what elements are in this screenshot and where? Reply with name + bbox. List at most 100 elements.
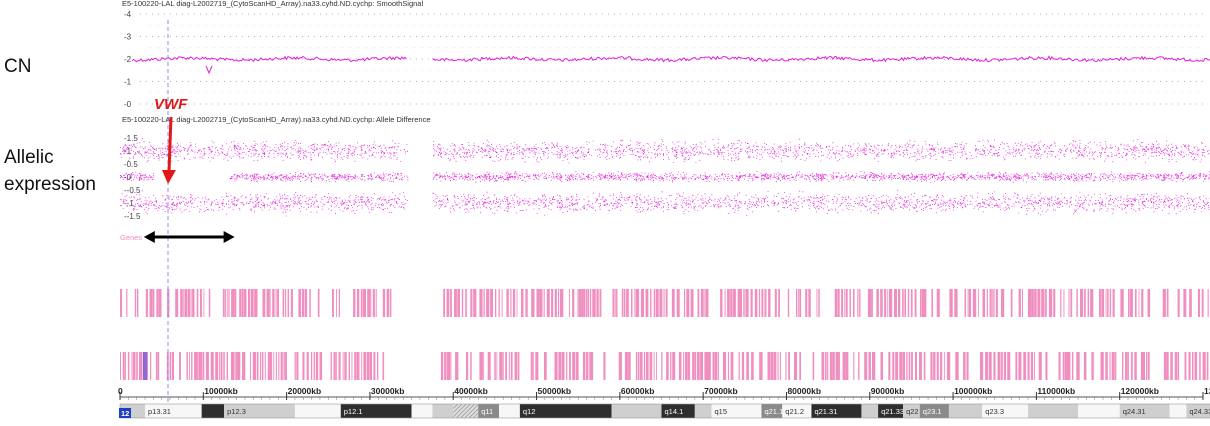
axis-tick-label: 90000kb bbox=[871, 386, 905, 396]
band-label: q15 bbox=[714, 407, 727, 416]
axis-tick-label: 100000kb bbox=[954, 386, 992, 396]
axis-tick-label: 10000kb bbox=[204, 386, 238, 396]
band-label: q24.33 bbox=[1189, 407, 1210, 416]
allele-y-tick-label: --0.5 bbox=[124, 186, 141, 195]
allele-difference-points bbox=[120, 138, 1210, 217]
gene-track-lower-marks bbox=[120, 352, 1209, 380]
band-q21.1 bbox=[761, 404, 783, 418]
band-p12.3 bbox=[224, 404, 295, 418]
band-q21.31 bbox=[811, 404, 862, 418]
cn-y-tick-label: -4 bbox=[124, 10, 132, 19]
cn-signal-segment-2 bbox=[432, 55, 1210, 63]
cn-y-tick-label: -1 bbox=[124, 78, 132, 87]
allele-band-1 bbox=[120, 171, 1210, 183]
axis-tick-label: 120000kb bbox=[1121, 386, 1159, 396]
gene-track-lower bbox=[120, 352, 1209, 380]
deletion-arrow-left-head bbox=[143, 231, 155, 243]
band-label: p12.3 bbox=[227, 407, 246, 416]
chromosome-badge bbox=[119, 408, 131, 418]
band-label: q24.31 bbox=[1123, 407, 1146, 416]
band-q22 bbox=[903, 404, 920, 418]
band-label: q11 bbox=[481, 407, 493, 416]
band-q14.1 bbox=[661, 404, 695, 418]
band-label: q21.31 bbox=[814, 407, 837, 416]
band-label: q23.1 bbox=[923, 407, 942, 416]
band-p12.1 bbox=[340, 404, 412, 418]
allele-y-tick-label: -1 bbox=[124, 147, 132, 156]
axis-tick-label: 40000kb bbox=[454, 386, 488, 396]
band-unlabeled bbox=[294, 404, 341, 418]
axis-tick-label: 0 bbox=[118, 386, 123, 396]
cn-y-tick-label: -3 bbox=[124, 33, 132, 42]
band-unlabeled bbox=[1078, 404, 1120, 418]
band-unlabeled bbox=[411, 404, 433, 418]
gene-track-upper-marks bbox=[120, 289, 1209, 317]
allele-y-tick-label: -0.5 bbox=[124, 160, 138, 169]
cn-label: CN bbox=[4, 56, 32, 77]
axis-tick-label: 110000kb bbox=[1037, 386, 1075, 396]
band-unlabeled bbox=[1028, 404, 1079, 418]
band-label: q22 bbox=[906, 407, 919, 416]
band-label: q21.33 bbox=[881, 407, 904, 416]
allele-y-tick-label: -0 bbox=[124, 173, 132, 182]
axis-tick-label: 20000kb bbox=[288, 386, 322, 396]
band-unlabeled bbox=[948, 404, 983, 418]
band-unlabeled bbox=[432, 404, 454, 418]
allele-y-tick-label: --1.5 bbox=[124, 212, 141, 221]
cn-signal-dip bbox=[205, 65, 213, 75]
band-q12 bbox=[519, 404, 612, 418]
cn-panel-title: E5-100220-LAL diag-L2002719_(CytoScanHD_… bbox=[122, 0, 423, 8]
vwf-gene-highlight bbox=[142, 352, 147, 380]
axis-tick-label: 70000kb bbox=[704, 386, 738, 396]
band-p13.31 bbox=[144, 404, 202, 418]
genes-track-label: Genes bbox=[120, 233, 142, 242]
cn-y-axis: -4 -3 -2 -1 -0 bbox=[124, 10, 132, 109]
band-label: q12 bbox=[523, 407, 536, 416]
cn-y-tick-label: -2 bbox=[124, 55, 132, 64]
band-q23.1 bbox=[919, 404, 949, 418]
band-unlabeled bbox=[611, 404, 662, 418]
deletion-range-arrow bbox=[143, 231, 235, 243]
band-q24.33 bbox=[1186, 404, 1210, 418]
allele-band-2 bbox=[120, 189, 1210, 217]
allele-y-tick-label: -1.5 bbox=[124, 134, 138, 143]
band-unlabeled bbox=[499, 404, 520, 418]
band-q24.31 bbox=[1119, 404, 1170, 418]
cn-signal-segment-1 bbox=[131, 55, 407, 63]
position-axis: 0 10000kb 20000kb 30000kb 40000kb 50000kb 6000… bbox=[118, 386, 1210, 400]
axis-tick-label: 30000kb bbox=[371, 386, 405, 396]
band-label: q21.1 bbox=[764, 407, 783, 416]
band-q23.3 bbox=[982, 404, 1029, 418]
deletion-arrow-right-head bbox=[223, 231, 235, 243]
band-label: q23.3 bbox=[985, 407, 1004, 416]
band-q11 bbox=[478, 404, 500, 418]
band-label: p13.31 bbox=[148, 407, 171, 416]
band-q15 bbox=[711, 404, 762, 418]
band-unlabeled bbox=[453, 404, 479, 418]
band-unlabeled bbox=[201, 404, 225, 418]
allelic-label: Allelic bbox=[4, 147, 54, 168]
axis-tick-label: 60000kb bbox=[621, 386, 655, 396]
allele-band-0 bbox=[120, 138, 1209, 164]
band-label: q21.2 bbox=[785, 407, 804, 416]
axis-tick-label: 80000kb bbox=[787, 386, 821, 396]
band-unlabeled bbox=[861, 404, 879, 418]
allele-y-tick-label: --1 bbox=[124, 199, 134, 208]
band-q21.2 bbox=[782, 404, 812, 418]
band-unlabeled bbox=[694, 404, 712, 418]
allele-panel-title: E5-100220-LAL diag-L2002719_(CytoScanHD_… bbox=[122, 115, 431, 124]
vwf-arrow bbox=[162, 116, 176, 184]
axis-tick-label: 130000kb bbox=[1204, 386, 1210, 396]
gene-track-upper bbox=[120, 289, 1209, 317]
band-unlabeled bbox=[1169, 404, 1187, 418]
cn-y-tick-label: -0 bbox=[124, 100, 132, 109]
vwf-gene-label: VWF bbox=[154, 96, 188, 113]
band-q21.33 bbox=[878, 404, 904, 418]
band-label: q14.1 bbox=[665, 407, 684, 416]
axis-tick-label: 50000kb bbox=[538, 386, 572, 396]
chromosome-ideogram: p13.31 p12.3 p12.1 q11 q12 q14.1 q15 q21.1 q21.2… bbox=[119, 403, 1210, 419]
allele-y-axis: -1.5 -1 -0.5 -0 --0.5 --1 --1.5 bbox=[124, 134, 141, 221]
cn-signal-series bbox=[131, 55, 1210, 75]
